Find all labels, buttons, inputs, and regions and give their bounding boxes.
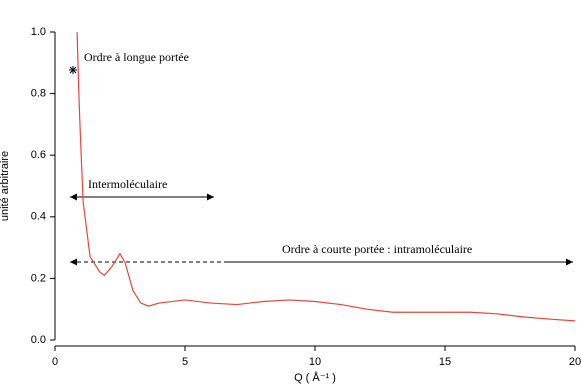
y-tick-label: 0.6 [31, 149, 46, 161]
x-tick-label: 10 [309, 356, 321, 368]
x-tick-label: 5 [182, 356, 188, 368]
y-tick-label: 0.2 [31, 272, 46, 284]
y-tick-label: 0.0 [31, 334, 46, 346]
y-tick-label: 0.4 [31, 211, 46, 223]
line [76, 31, 576, 322]
x-tick-label: 0 [52, 356, 58, 368]
annotation: Ordre à longue portée [84, 50, 189, 64]
star-marker [69, 66, 77, 74]
y-tick-label: 1.0 [31, 26, 46, 38]
x-tick-label: 20 [569, 356, 581, 368]
x-axis-label: Q ( Å⁻¹ ) [294, 371, 336, 384]
y-tick-label: 0.8 [31, 88, 46, 100]
x-tick-label: 15 [439, 356, 451, 368]
annotation: Ordre à courte portée : intramoléculaire [282, 242, 472, 256]
y-axis-label: unité arbitraire [0, 151, 11, 221]
annotation: Intermoléculaire [88, 177, 167, 191]
